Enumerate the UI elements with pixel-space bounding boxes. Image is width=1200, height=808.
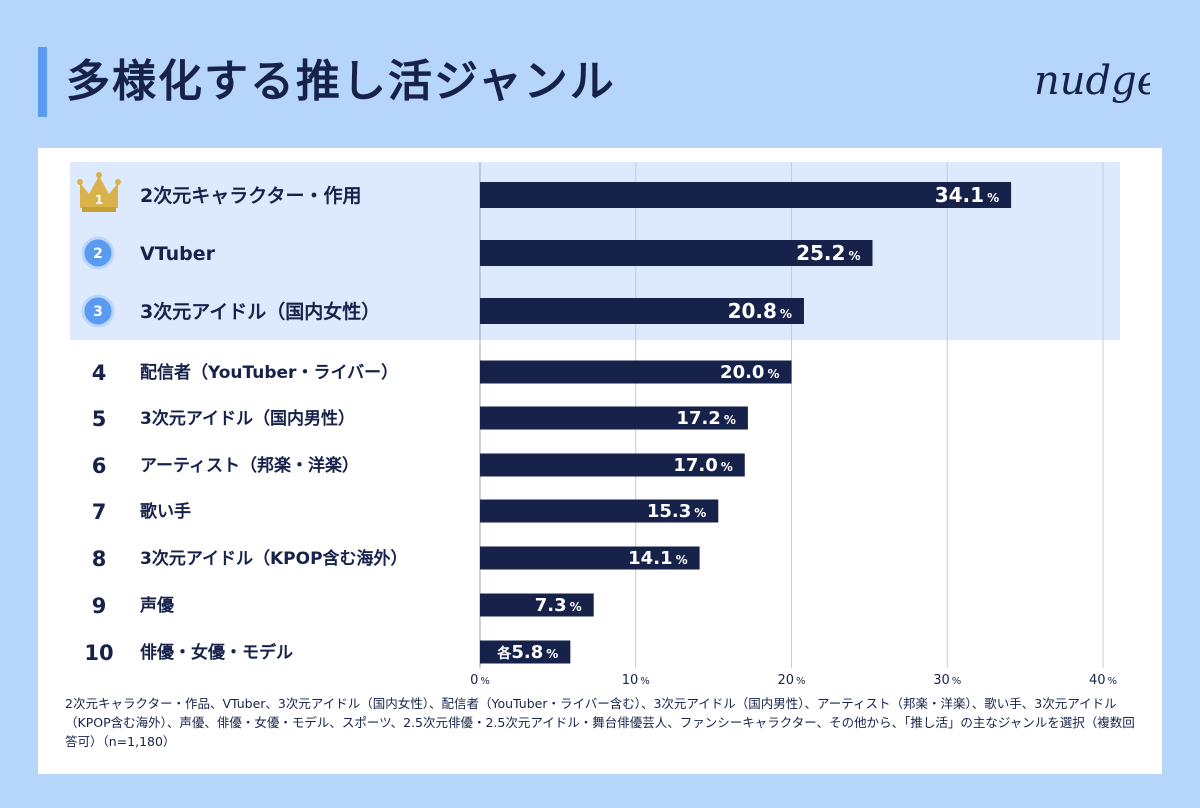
rank-number: 5 (92, 407, 107, 431)
category-label: 3次元アイドル（国内女性） (140, 300, 380, 323)
bar (480, 453, 745, 477)
rank-number: 9 (92, 594, 107, 618)
data-label: 17.0% (673, 455, 732, 476)
data-label: 20.8% (728, 299, 792, 323)
data-label: 各5.8% (496, 642, 558, 663)
bar (480, 640, 571, 664)
x-tick-label: 30% (933, 673, 961, 688)
bar (480, 406, 748, 430)
data-label: 34.1% (935, 183, 999, 207)
data-label: 15.3% (647, 501, 706, 522)
page-title: 多様化する推し活ジャンル (66, 56, 616, 107)
data-label: 7.3% (535, 595, 582, 616)
rank-number: 10 (84, 641, 113, 665)
category-label: アーティスト（邦楽・洋楽） (140, 455, 359, 476)
rank-number: 8 (92, 547, 107, 571)
rank-number: 7 (92, 500, 107, 524)
x-tick-label: 0% (470, 673, 490, 688)
category-label: 配信者（YouTuber・ライバー） (140, 362, 398, 383)
rank-number: 4 (92, 361, 107, 385)
rank-number: 6 (92, 454, 107, 478)
category-label: 俳優・女優・モデル (140, 642, 293, 663)
x-tick-label: 20% (777, 673, 805, 688)
bar (480, 360, 792, 384)
rank-number: 3 (93, 304, 103, 320)
bar (480, 182, 1012, 208)
bar (480, 593, 594, 617)
rank-number: 2 (93, 246, 103, 262)
bar (480, 499, 719, 523)
category-label: VTuber (140, 243, 216, 265)
title-accent-bar (38, 47, 47, 117)
crown-icon: 1 (77, 172, 121, 212)
x-tick-label: 10% (622, 673, 650, 688)
data-label: 17.2% (676, 408, 735, 429)
bar (480, 546, 700, 570)
category-label: 2次元キャラクター・作用 (140, 184, 361, 207)
data-label: 20.0% (720, 362, 779, 383)
rank-number: 1 (95, 193, 103, 207)
bar (480, 240, 873, 266)
category-label: 3次元アイドル（国内男性） (140, 408, 355, 429)
category-label: 3次元アイドル（KPOP含む海外） (140, 548, 408, 569)
category-label: 歌い手 (140, 501, 191, 522)
data-label: 25.2% (796, 241, 860, 265)
footnote: 2次元キャラクター・作品、VTuber、3次元アイドル（国内女性）、配信者（Yo… (65, 696, 1135, 749)
circle-badge-icon: 2 (81, 236, 115, 270)
circle-badge-icon: 3 (81, 294, 115, 328)
svg-text:nudge: nudge (1034, 58, 1150, 104)
category-label: 声優 (139, 595, 175, 616)
nudge-logo: nudge (1034, 58, 1150, 104)
x-tick-label: 40% (1089, 673, 1117, 688)
data-label: 14.1% (628, 548, 687, 569)
bar (480, 298, 804, 324)
